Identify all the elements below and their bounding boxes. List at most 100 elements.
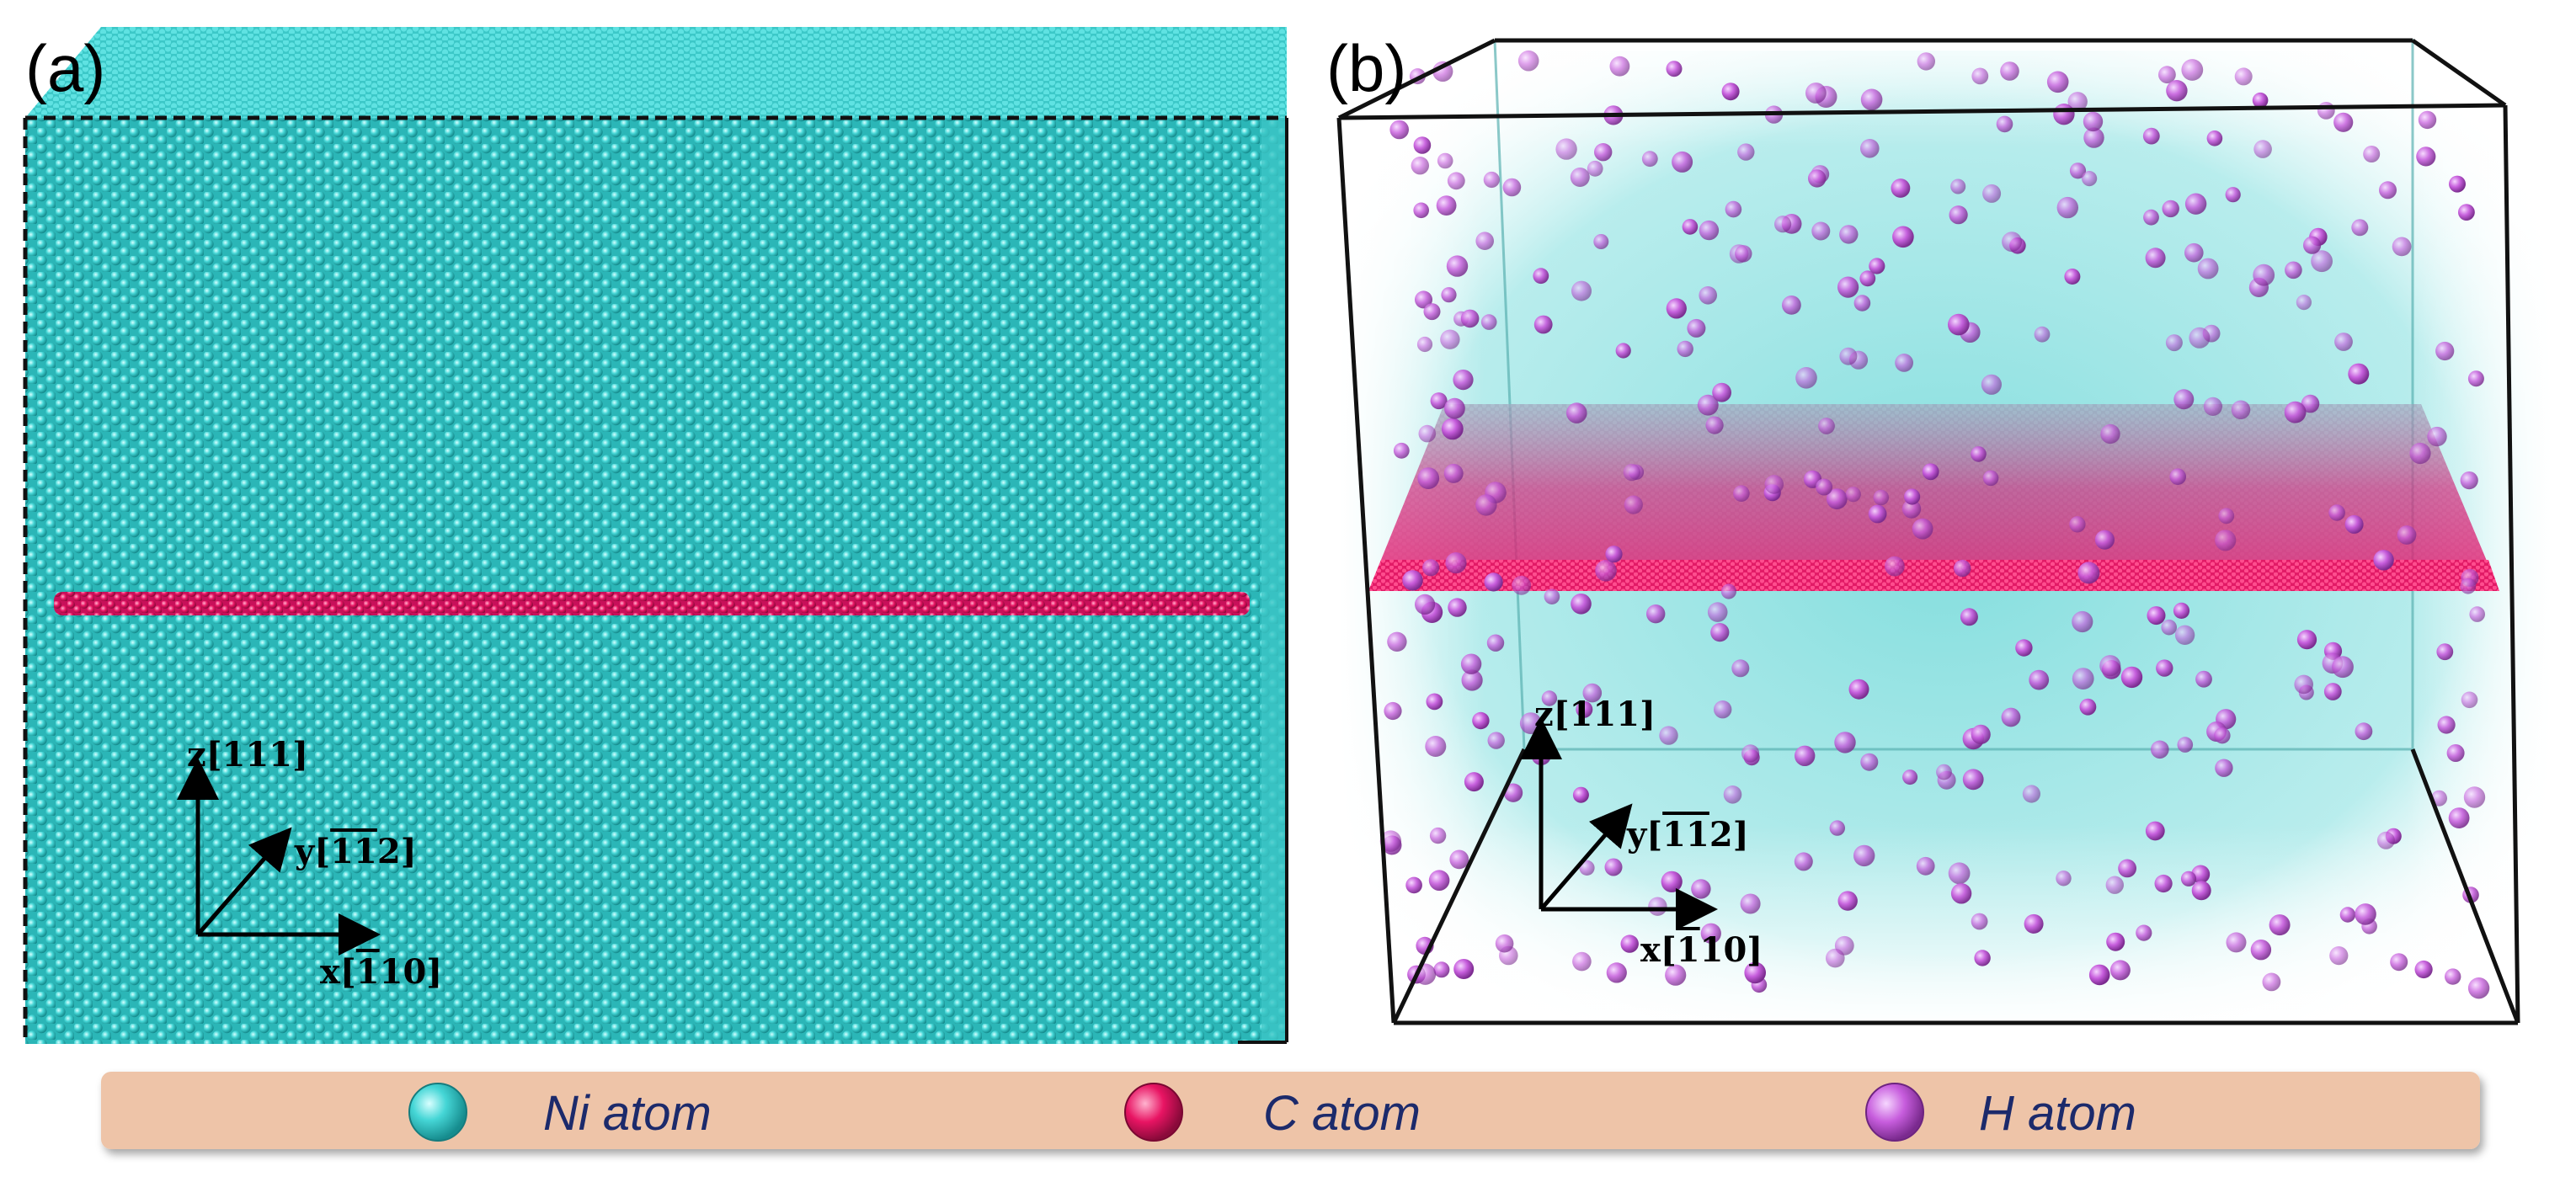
h-atom: [2252, 92, 2269, 109]
h-atom: [2215, 530, 2237, 551]
h-atom: [1502, 178, 1522, 197]
h-atom: [1426, 693, 1443, 711]
h-atom: [1731, 659, 1750, 678]
x-axis-label: x[110]: [320, 952, 442, 992]
h-atom: [2100, 423, 2120, 445]
h-atom: [2072, 610, 2093, 633]
panel-b-label: (b): [1326, 31, 1406, 105]
ni-slab-side-face: [1261, 118, 1287, 1044]
h-atom: [1661, 871, 1683, 892]
h-atom: [1774, 216, 1792, 233]
h-atom: [1555, 138, 1577, 160]
h-atom: [1587, 160, 1603, 177]
h-atom: [2145, 248, 2166, 269]
h-atom: [1733, 485, 1750, 502]
h-atom: [1960, 608, 1978, 626]
h-atom: [1892, 226, 1914, 248]
h-atom: [1423, 303, 1441, 321]
h-atom: [2169, 468, 2186, 485]
h-atom: [1483, 171, 1500, 189]
h-atom: [2332, 656, 2354, 679]
h-atom: [2253, 264, 2275, 286]
h-atom: [2414, 960, 2433, 979]
h-atom: [2099, 655, 2121, 677]
h-atom: [1566, 402, 1587, 423]
legend: Ni atom C atom H atom: [101, 1072, 2480, 1149]
h-atom: [2203, 397, 2222, 416]
h-atom: [1917, 52, 1935, 71]
h-atom: [1922, 463, 1939, 481]
h-atom: [1446, 255, 1469, 277]
h-atom: [2120, 666, 2143, 689]
h-atom: [2056, 196, 2078, 219]
h-atom: [2181, 59, 2204, 81]
h-atom: [2262, 972, 2281, 992]
h-atom: [1710, 623, 1730, 642]
h-atom: [2156, 659, 2173, 677]
h-atom: [1624, 495, 1643, 514]
h-atom: [2001, 707, 2021, 727]
h-atom: [1646, 604, 1666, 624]
h-atom: [1665, 964, 1687, 986]
h-atom: [2088, 964, 2110, 986]
h-atom: [2022, 785, 2040, 803]
h-atom: [1740, 893, 1761, 914]
h-atom: [1415, 594, 1436, 615]
h-atom: [1974, 950, 1991, 966]
h-atom: [2355, 903, 2376, 925]
h-atom: [1443, 463, 1464, 483]
h-atom: [1402, 570, 1423, 591]
h-atom: [2029, 669, 2050, 690]
h-atom: [1441, 287, 1457, 303]
h-atom: [2467, 977, 2490, 999]
h-atom: [1936, 764, 1952, 780]
h-atom: [2409, 442, 2431, 465]
h-atom: [2294, 674, 2313, 695]
h-atom: [1461, 669, 1483, 691]
h-atom: [2136, 924, 2152, 941]
h-atom: [1859, 270, 1876, 287]
h-atom: [1433, 961, 1450, 978]
h-atom: [2344, 514, 2364, 534]
h-atom: [2329, 946, 2349, 966]
h-atom: [1697, 394, 1719, 416]
legend-item-ni: Ni atom: [408, 1083, 712, 1142]
h-atom: [1811, 221, 1831, 241]
h-atom: [2334, 333, 2353, 351]
h-atom: [2214, 727, 2231, 744]
h-atom: [2069, 162, 2087, 179]
h-atom: [2317, 101, 2335, 120]
h-atom: [2083, 127, 2104, 148]
h-atom: [2303, 236, 2322, 254]
h-atom: [2143, 209, 2159, 226]
h-atom: [1387, 631, 1407, 652]
h-atom: [1948, 313, 1970, 336]
h-atom: [1996, 115, 2013, 133]
h-atom: [1860, 753, 1879, 771]
h-atom: [2351, 219, 2369, 237]
h-atom: [2083, 111, 2104, 132]
h-atom: [2458, 204, 2475, 221]
h-atom: [2184, 242, 2204, 263]
h-atom: [1449, 849, 1469, 870]
h-atom: [2437, 716, 2456, 734]
h-atom: [2284, 401, 2307, 423]
h-atom: [1480, 314, 1497, 330]
h-atom: [1885, 556, 1905, 577]
h-atom: [2174, 625, 2195, 645]
h-atom: [1950, 883, 1972, 904]
h-atom: [1873, 489, 1890, 506]
h-atom: [2195, 670, 2212, 688]
h-atom: [1453, 370, 1474, 391]
h-atom: [2328, 504, 2345, 521]
y-axis-label: y[112]: [294, 832, 417, 871]
h-atom: [2463, 786, 2486, 808]
h-atom: [2253, 140, 2272, 158]
graphene-layer-a: [54, 592, 1250, 615]
h-atom: [1422, 559, 1440, 577]
h-atom: [1912, 518, 1933, 540]
h-atom: [1475, 494, 1497, 516]
h-atom: [1981, 374, 2002, 395]
h-atom: [2348, 363, 2370, 385]
h-atom: [2234, 67, 2253, 86]
